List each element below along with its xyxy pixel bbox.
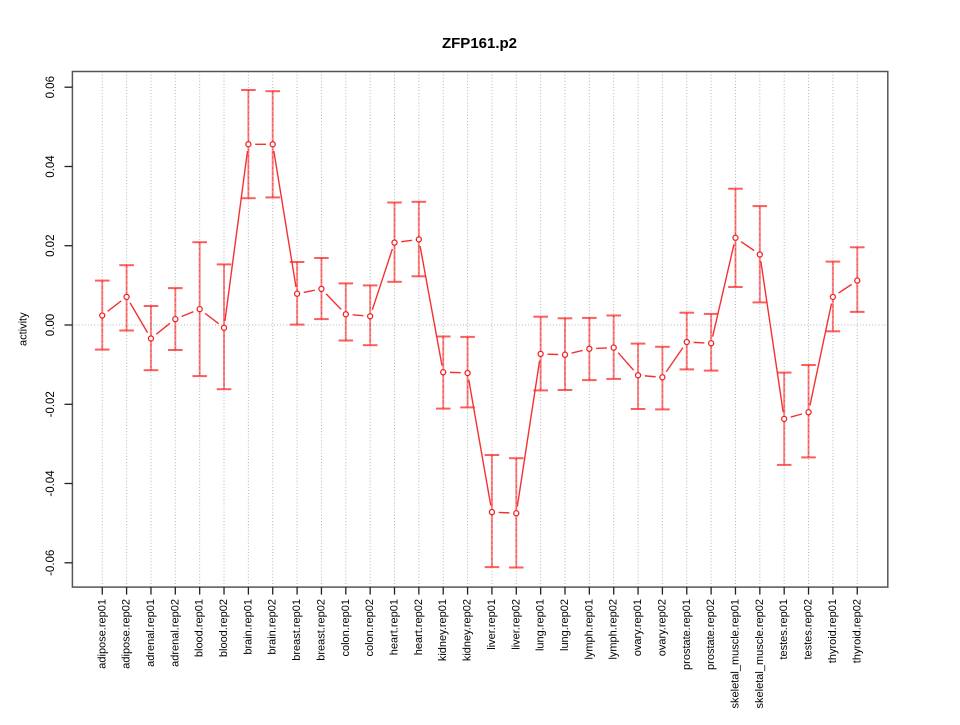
svg-text:adipose.rep01: adipose.rep01	[96, 599, 108, 669]
svg-text:ovary.rep01: ovary.rep01	[632, 599, 644, 656]
svg-text:-0.02: -0.02	[45, 391, 57, 417]
svg-text:colon.rep01: colon.rep01	[340, 599, 352, 657]
svg-text:0.04: 0.04	[45, 155, 57, 178]
svg-text:adipose.rep02: adipose.rep02	[121, 599, 133, 669]
svg-text:heart.rep02: heart.rep02	[413, 599, 425, 655]
svg-text:0.02: 0.02	[45, 235, 57, 257]
svg-text:breast.rep02: breast.rep02	[315, 599, 327, 661]
svg-text:adrenal.rep02: adrenal.rep02	[169, 599, 181, 667]
svg-text:testes.rep02: testes.rep02	[803, 599, 815, 660]
svg-text:ZFP161.p2: ZFP161.p2	[442, 35, 517, 52]
svg-text:breast.rep01: breast.rep01	[291, 599, 303, 661]
svg-text:skeletal_muscle.rep02: skeletal_muscle.rep02	[754, 599, 766, 708]
svg-text:thyroid.rep02: thyroid.rep02	[851, 599, 863, 663]
svg-text:testes.rep01: testes.rep01	[778, 599, 790, 660]
svg-text:colon.rep02: colon.rep02	[364, 599, 376, 657]
svg-text:brain.rep01: brain.rep01	[242, 599, 254, 655]
svg-text:adrenal.rep01: adrenal.rep01	[145, 599, 157, 667]
svg-text:lymph.rep02: lymph.rep02	[608, 599, 620, 660]
svg-text:lung.rep01: lung.rep01	[535, 599, 547, 651]
svg-text:activity: activity	[18, 312, 30, 346]
svg-text:prostate.rep02: prostate.rep02	[705, 599, 717, 670]
svg-text:0.06: 0.06	[45, 76, 57, 98]
svg-text:brain.rep02: brain.rep02	[267, 599, 279, 655]
svg-text:-0.06: -0.06	[45, 550, 57, 576]
svg-text:lymph.rep01: lymph.rep01	[583, 599, 595, 660]
svg-text:heart.rep01: heart.rep01	[389, 599, 401, 655]
svg-text:skeletal_muscle.rep01: skeletal_muscle.rep01	[729, 599, 741, 708]
svg-text:kidney.rep01: kidney.rep01	[437, 599, 449, 661]
svg-text:prostate.rep01: prostate.rep01	[681, 599, 693, 670]
svg-text:kidney.rep02: kidney.rep02	[462, 599, 474, 661]
svg-text:-0.04: -0.04	[45, 470, 57, 497]
svg-text:blood.rep02: blood.rep02	[218, 599, 230, 657]
svg-text:thyroid.rep01: thyroid.rep01	[827, 599, 839, 663]
svg-text:liver.rep02: liver.rep02	[510, 599, 522, 650]
svg-text:blood.rep01: blood.rep01	[194, 599, 206, 657]
svg-text:ovary.rep02: ovary.rep02	[656, 599, 668, 656]
svg-text:lung.rep02: lung.rep02	[559, 599, 571, 651]
svg-text:liver.rep01: liver.rep01	[486, 599, 498, 650]
svg-text:0.00: 0.00	[45, 314, 57, 336]
